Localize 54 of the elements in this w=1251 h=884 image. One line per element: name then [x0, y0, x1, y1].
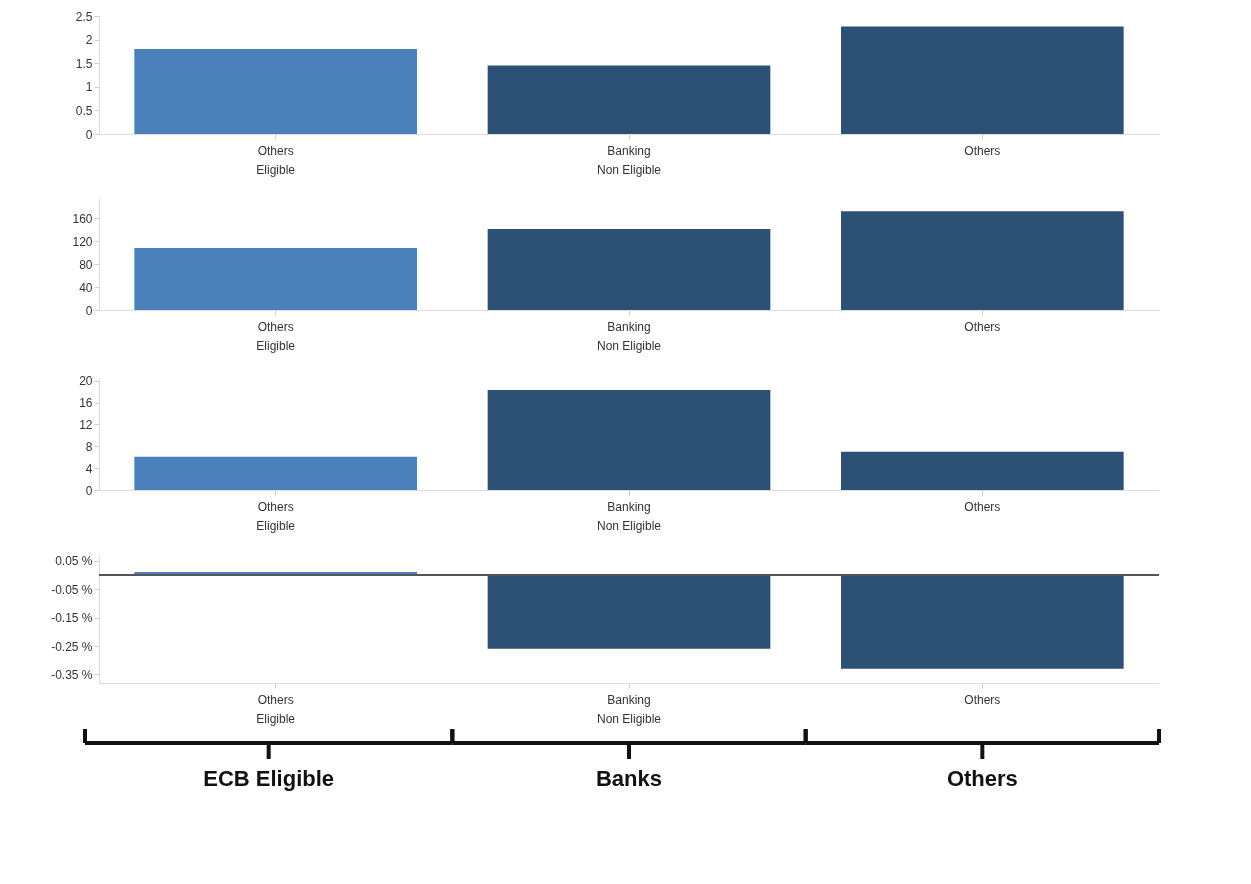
- text: Non Eligible: [596, 712, 662, 726]
- text: Non Eligible: [596, 163, 662, 177]
- text: Others: [946, 766, 1018, 791]
- text: Non Eligible: [596, 339, 662, 353]
- y-tick-label: -0.35 %: [51, 667, 93, 682]
- y-tick-label: 8: [85, 439, 93, 454]
- y-tick-label: 2.5: [75, 9, 93, 24]
- x-tick-label: Others: [257, 499, 294, 514]
- text: Eligible: [256, 519, 296, 533]
- y-tick-label: 1.5: [75, 56, 93, 71]
- y-tick-label: 0: [85, 127, 93, 142]
- x-tick-label: Banking: [607, 692, 651, 707]
- bar: [134, 247, 417, 310]
- bar: [134, 456, 417, 490]
- y-tick-label: 80: [79, 257, 93, 272]
- y-tick-label: 0: [85, 303, 93, 318]
- x-tick-label: Banking: [607, 499, 651, 514]
- y-tick-label: 40: [79, 280, 93, 295]
- bar: [487, 65, 771, 134]
- y-tick-label: -0.05 %: [51, 582, 93, 597]
- text: ECB Eligible: [203, 766, 335, 791]
- text: Eligible: [256, 339, 296, 353]
- y-tick-label: 120: [72, 234, 93, 249]
- bar: [487, 229, 771, 310]
- y-tick-label: 160: [72, 211, 93, 226]
- y-tick-label: 0.05 %: [55, 554, 93, 569]
- bar: [487, 390, 771, 490]
- x-tick-label: Others: [257, 319, 294, 334]
- x-tick-label: Others: [257, 143, 294, 158]
- bar: [841, 211, 1124, 310]
- x-tick-label: Banking: [607, 143, 651, 158]
- text: Non Eligible: [596, 519, 662, 533]
- bar: [134, 49, 417, 134]
- x-tick-label: Others: [964, 692, 1001, 707]
- y-tick-label: 1: [85, 80, 93, 95]
- y-tick-label: 2: [85, 33, 93, 48]
- y-tick-label: 16: [79, 396, 93, 411]
- y-tick-label: 4: [85, 461, 93, 476]
- text: Banks: [595, 766, 663, 791]
- x-tick-label: Others: [257, 692, 294, 707]
- y-tick-label: 12: [79, 417, 93, 432]
- y-tick-label: -0.25 %: [51, 639, 93, 654]
- text: Eligible: [256, 712, 296, 726]
- y-tick-label: 0: [85, 483, 93, 498]
- y-tick-label: 0.5: [75, 103, 93, 118]
- x-tick-label: Others: [964, 319, 1001, 334]
- y-tick-label: -0.15 %: [51, 611, 93, 626]
- x-tick-label: Others: [964, 143, 1001, 158]
- x-tick-label: Banking: [607, 319, 651, 334]
- text: Eligible: [256, 163, 296, 177]
- bar: [841, 451, 1124, 490]
- y-tick-label: 20: [79, 374, 93, 389]
- bar: [841, 26, 1124, 134]
- x-tick-label: Others: [964, 499, 1001, 514]
